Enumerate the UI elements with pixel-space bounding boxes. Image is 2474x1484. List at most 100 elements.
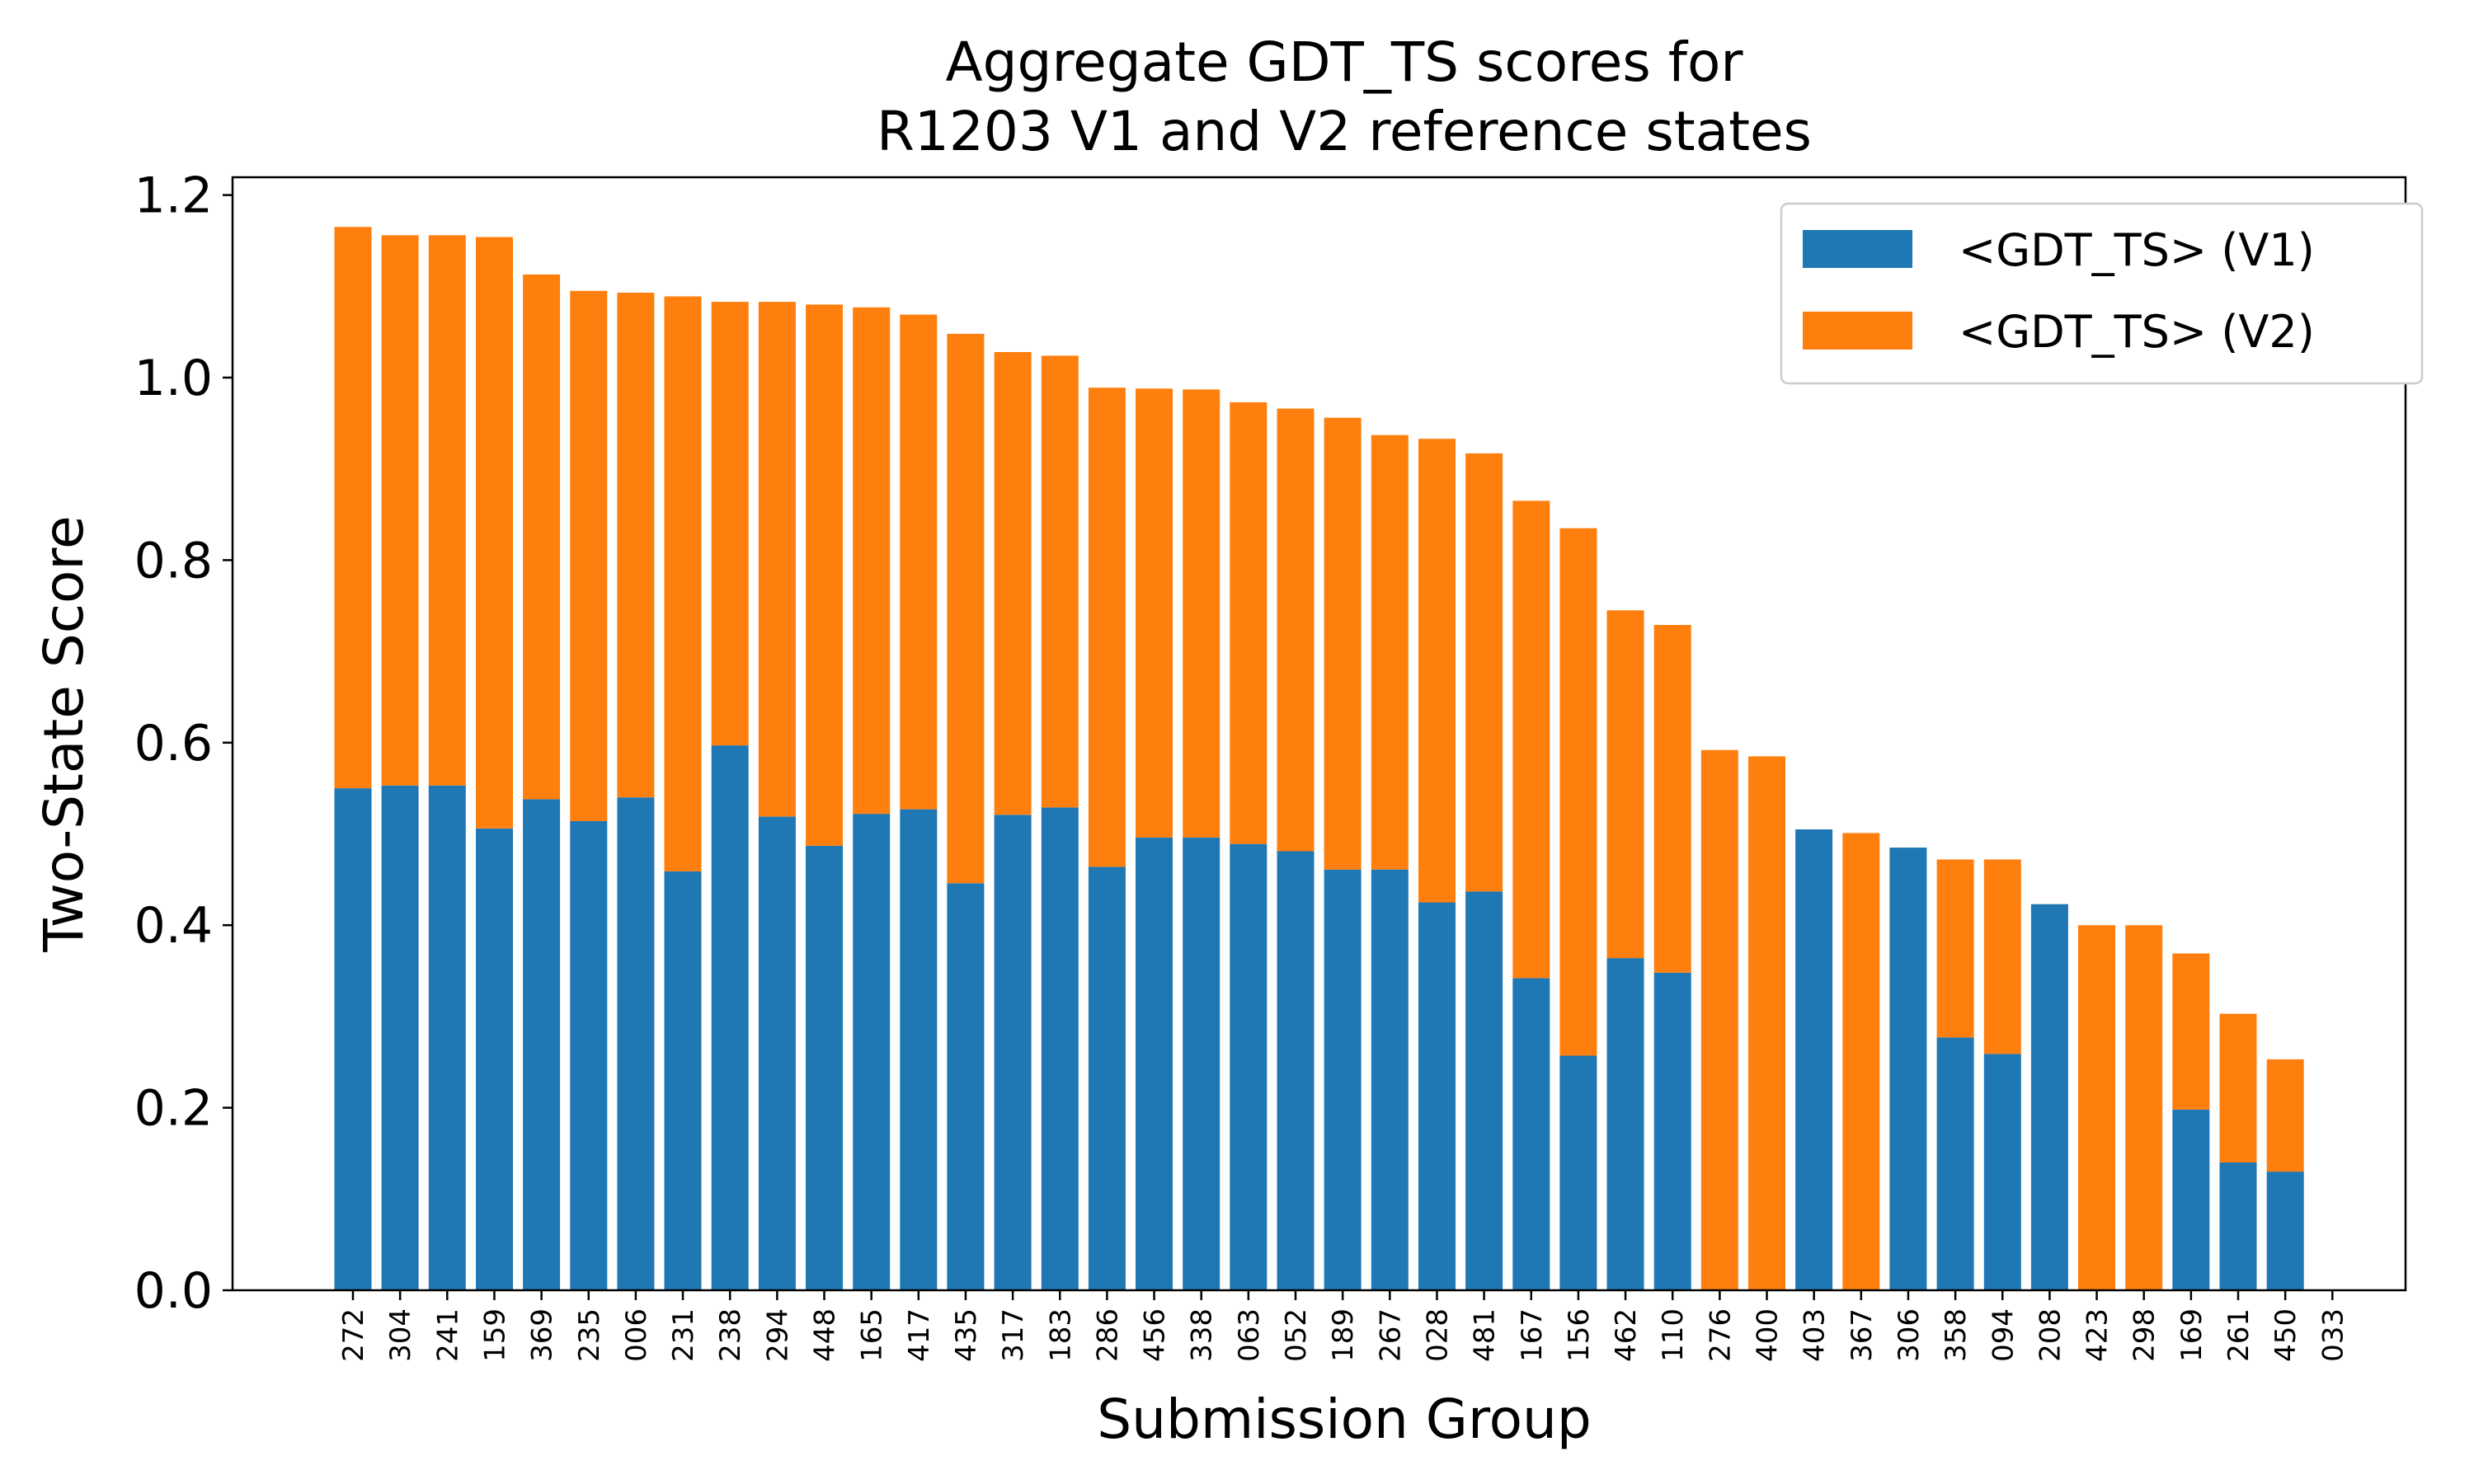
x-tick-label: 052 <box>1280 1308 1313 1362</box>
x-tick-label: 450 <box>2269 1308 2302 1362</box>
bar-v2-400 <box>1748 756 1785 1290</box>
x-tick-label: 159 <box>478 1308 511 1362</box>
bar-v1-306 <box>1889 848 1927 1290</box>
bar-v1-286 <box>1088 866 1126 1290</box>
x-tick-label: 304 <box>384 1308 417 1362</box>
bar-v1-304 <box>381 785 419 1290</box>
bar-v2-028 <box>1418 439 1456 903</box>
y-tick-label: 1.2 <box>134 167 213 225</box>
bar-v2-448 <box>806 304 843 846</box>
x-tick-label: 231 <box>667 1308 700 1362</box>
bar-v2-294 <box>758 302 796 817</box>
bar-v2-169 <box>2172 953 2210 1110</box>
bar-v2-462 <box>1606 610 1644 959</box>
bar-v1-165 <box>853 814 891 1290</box>
bar-v1-167 <box>1512 978 1550 1290</box>
y-tick-label: 0.6 <box>134 715 213 773</box>
bar-v2-063 <box>1230 402 1268 844</box>
x-tick-label: 481 <box>1469 1308 1502 1362</box>
bar-v1-272 <box>334 788 372 1290</box>
x-tick-label: 358 <box>1940 1308 1973 1362</box>
bar-v2-423 <box>2078 925 2115 1290</box>
x-tick-label: 235 <box>573 1308 606 1362</box>
bar-v1-267 <box>1371 869 1409 1290</box>
bar-v2-304 <box>381 235 419 786</box>
bar-v1-317 <box>994 815 1032 1290</box>
y-tick-label: 0.8 <box>134 532 213 589</box>
bar-v2-317 <box>994 352 1032 815</box>
bar-v2-367 <box>1842 833 1880 1290</box>
x-tick-label: 033 <box>2316 1308 2349 1362</box>
x-tick-label: 110 <box>1657 1308 1690 1362</box>
bar-v1-156 <box>1559 1055 1597 1290</box>
bar-v1-369 <box>523 799 561 1290</box>
bar-v1-169 <box>2172 1109 2210 1290</box>
bar-v2-189 <box>1324 417 1362 870</box>
bar-v2-052 <box>1277 408 1315 852</box>
y-ticks-group: 0.0 0.2 0.4 0.6 0.8 1.0 1.2 <box>134 167 233 1320</box>
x-tick-label: 298 <box>2128 1308 2161 1362</box>
bar-v1-358 <box>1936 1037 1974 1290</box>
bar-v2-110 <box>1653 625 1691 973</box>
x-tick-label: 294 <box>761 1308 794 1362</box>
bar-v1-456 <box>1136 837 1173 1290</box>
bars-group <box>334 227 2304 1290</box>
x-tick-label: 417 <box>903 1308 936 1362</box>
bar-v2-450 <box>2266 1059 2304 1172</box>
bar-v1-208 <box>2030 904 2068 1290</box>
x-tick-label: 028 <box>1421 1308 1454 1362</box>
bar-v2-006 <box>617 293 655 798</box>
x-tick-label: 238 <box>714 1308 747 1362</box>
x-tick-label: 403 <box>1799 1308 1832 1362</box>
chart-title-line-1: Aggregate GDT_TS scores for <box>946 31 1744 94</box>
bar-v1-028 <box>1418 902 1456 1290</box>
bar-v2-231 <box>664 296 702 871</box>
bar-v2-235 <box>570 290 608 821</box>
bar-v2-417 <box>900 314 938 810</box>
x-tick-label: 156 <box>1563 1308 1596 1362</box>
bar-v2-276 <box>1700 749 1738 1290</box>
bar-v1-462 <box>1606 958 1644 1290</box>
bar-v2-165 <box>853 307 891 815</box>
y-tick-label: 1.0 <box>134 350 213 407</box>
x-tick-label: 208 <box>2034 1308 2067 1362</box>
bar-v1-235 <box>570 821 608 1290</box>
x-tick-label: 456 <box>1139 1308 1172 1362</box>
x-tick-label: 165 <box>856 1308 889 1362</box>
x-tick-label: 462 <box>1610 1308 1643 1362</box>
x-tick-label: 169 <box>2175 1308 2208 1362</box>
legend-swatch-v1 <box>1803 230 1912 268</box>
bar-v2-241 <box>428 235 466 786</box>
x-tick-label: 306 <box>1893 1308 1926 1362</box>
legend-swatch-v2 <box>1803 312 1912 350</box>
x-tick-label: 369 <box>526 1308 559 1362</box>
bar-v2-183 <box>1041 355 1079 808</box>
bar-v2-338 <box>1183 389 1221 838</box>
x-tick-label: 167 <box>1516 1308 1549 1362</box>
bar-v2-369 <box>523 274 561 800</box>
bar-v1-006 <box>617 797 655 1290</box>
x-tick-label: 448 <box>809 1308 842 1362</box>
plot-area-frame <box>231 176 2407 1292</box>
bar-v1-063 <box>1230 843 1268 1290</box>
y-tick-label: 0.0 <box>134 1262 213 1320</box>
bar-v1-159 <box>476 828 513 1290</box>
bar-v2-238 <box>711 302 749 746</box>
bar-v1-450 <box>2266 1172 2304 1290</box>
bar-v1-189 <box>1324 869 1362 1290</box>
bar-v1-435 <box>947 883 985 1290</box>
x-tick-label: 286 <box>1091 1308 1124 1362</box>
bar-v1-448 <box>806 845 843 1290</box>
x-tick-label: 272 <box>337 1308 370 1362</box>
bar-v2-435 <box>947 333 985 884</box>
bar-v1-052 <box>1277 851 1315 1290</box>
x-tick-label: 435 <box>950 1308 983 1362</box>
y-tick-label: 0.4 <box>134 897 213 955</box>
bar-v2-267 <box>1371 434 1409 870</box>
x-tick-label: 338 <box>1186 1308 1219 1362</box>
y-tick-label: 0.2 <box>134 1080 213 1138</box>
x-tick-label: 423 <box>2081 1308 2114 1362</box>
bar-v2-156 <box>1559 528 1597 1056</box>
bar-v1-261 <box>2219 1162 2257 1290</box>
